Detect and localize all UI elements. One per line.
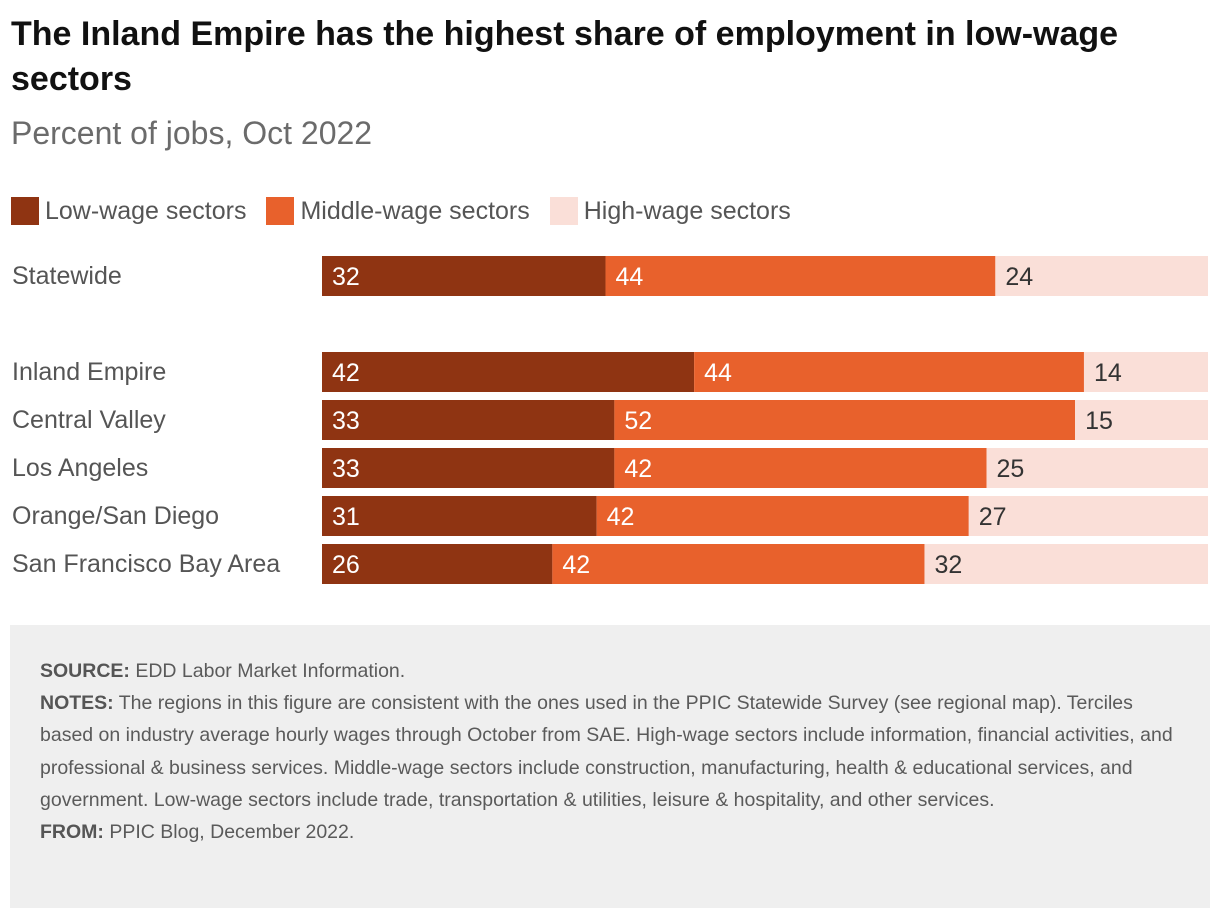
bar-high-san-francisco-bay-area xyxy=(924,544,1208,584)
legend-swatch-high xyxy=(549,197,578,225)
source-label: SOURCE: xyxy=(40,660,130,682)
bar-low-central-valley xyxy=(322,400,615,440)
from-line: FROM: PPIC Blog, December 2022. xyxy=(40,816,1180,848)
stacked-bar-chart: Statewide 32 44 24 Inland Empire 42 44 14 Centra… xyxy=(12,256,1208,584)
data-label-high-inland-empire: 14 xyxy=(1094,359,1122,387)
bar-middle-orange-san-diego xyxy=(596,496,969,536)
data-label-low-central-valley: 33 xyxy=(332,407,360,435)
data-label-low-san-francisco-bay-area: 26 xyxy=(332,551,360,579)
bar-low-los-angeles xyxy=(322,448,615,488)
source-text: EDD Labor Market Information. xyxy=(129,660,406,682)
data-label-high-statewide: 24 xyxy=(1005,263,1033,291)
from-text: PPIC Blog, December 2022. xyxy=(103,821,355,844)
category-label-los-angeles: Los Angeles xyxy=(12,454,148,482)
notes-line: NOTES: The regions in this figure are co… xyxy=(40,687,1180,816)
bar-high-orange-san-diego xyxy=(968,496,1208,536)
bar-middle-statewide xyxy=(605,256,996,296)
notes-label: NOTES: xyxy=(40,692,114,715)
data-label-low-orange-san-diego: 31 xyxy=(332,503,360,531)
category-label-inland-empire: Inland Empire xyxy=(12,358,166,386)
data-label-high-central-valley: 15 xyxy=(1085,407,1113,435)
bar-high-los-angeles xyxy=(986,448,1208,488)
bar-low-inland-empire xyxy=(322,352,695,392)
category-label-orange-san-diego: Orange/San Diego xyxy=(12,502,219,530)
data-label-middle-san-francisco-bay-area: 42 xyxy=(562,551,590,579)
category-label-statewide: Statewide xyxy=(12,262,122,290)
data-label-middle-central-valley: 52 xyxy=(624,407,652,435)
bar-middle-central-valley xyxy=(614,400,1076,440)
legend-swatch-low xyxy=(11,197,39,225)
legend-label-middle: Middle-wage sectors xyxy=(300,196,530,225)
bar-low-san-francisco-bay-area xyxy=(322,544,553,584)
legend-label-low: Low-wage sectors xyxy=(45,196,247,225)
data-label-high-san-francisco-bay-area: 32 xyxy=(934,551,962,579)
bar-high-central-valley xyxy=(1075,400,1208,440)
source-line: SOURCE: EDD Labor Market Information. xyxy=(40,655,1180,687)
notes-panel: SOURCE: EDD Labor Market Information. NO… xyxy=(10,625,1210,908)
bar-high-inland-empire xyxy=(1083,352,1208,392)
chart-title: The Inland Empire has the highest share … xyxy=(11,15,1119,98)
bar-middle-san-francisco-bay-area xyxy=(552,544,925,584)
category-label-san-francisco-bay-area: San Francisco Bay Area xyxy=(12,550,280,578)
category-label-central-valley: Central Valley xyxy=(12,406,166,434)
legend-item-low: Low-wage sectors xyxy=(11,197,246,226)
bar-high-statewide xyxy=(995,256,1208,296)
data-label-high-los-angeles: 25 xyxy=(997,455,1025,483)
data-label-middle-los-angeles: 42 xyxy=(624,455,652,483)
legend-label-high: High-wage sectors xyxy=(583,196,791,225)
from-label: FROM: xyxy=(40,821,104,844)
legend-item-high: High-wage sectors xyxy=(549,196,791,226)
data-label-low-inland-empire: 42 xyxy=(332,359,360,387)
legend: Low-wage sectors Middle-wage sectors Hig… xyxy=(11,195,811,227)
data-label-middle-statewide: 44 xyxy=(616,263,644,291)
data-label-low-los-angeles: 33 xyxy=(332,455,360,483)
bar-low-orange-san-diego xyxy=(322,496,597,536)
bar-middle-los-angeles xyxy=(614,448,987,488)
data-label-high-orange-san-diego: 27 xyxy=(979,503,1007,531)
bar-middle-inland-empire xyxy=(694,352,1084,392)
data-label-middle-orange-san-diego: 42 xyxy=(607,503,635,531)
legend-swatch-middle xyxy=(266,197,295,225)
chart-subtitle: Percent of jobs, Oct 2022 xyxy=(11,115,373,151)
notes-text: The regions in this figure are consisten… xyxy=(40,692,1173,811)
data-label-middle-inland-empire: 44 xyxy=(704,359,732,387)
bar-low-statewide xyxy=(322,256,606,296)
legend-item-middle: Middle-wage sectors xyxy=(266,196,530,226)
data-label-low-statewide: 32 xyxy=(332,263,360,291)
